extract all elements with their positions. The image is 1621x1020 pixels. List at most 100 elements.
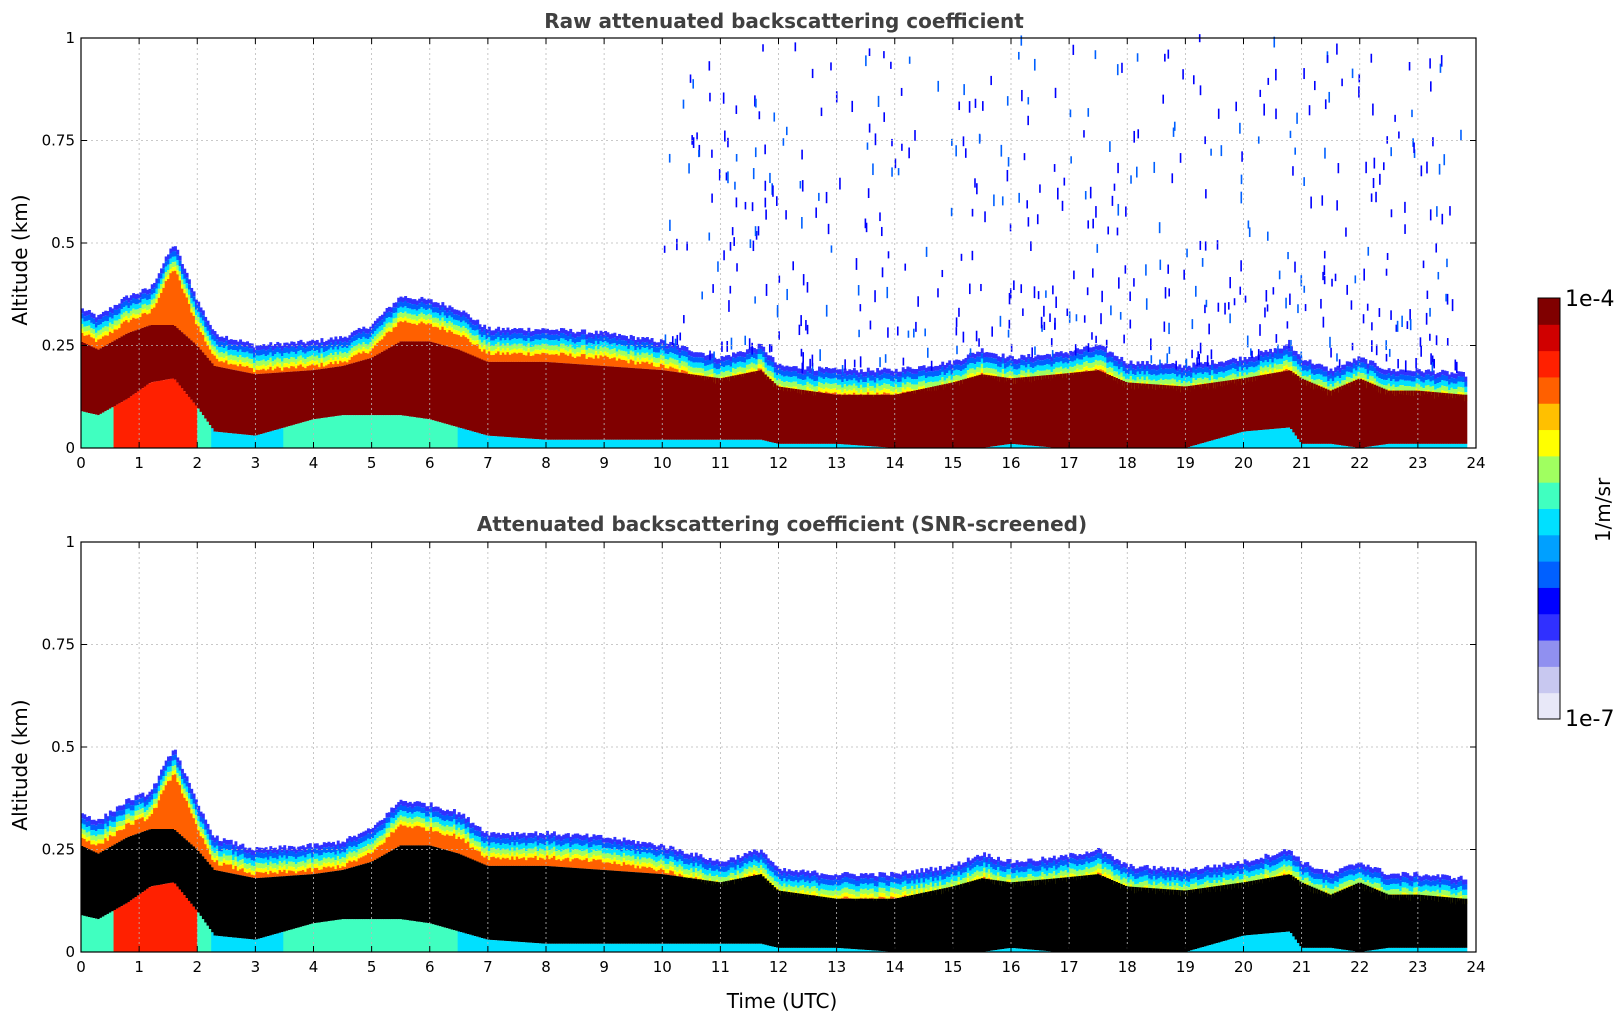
heatmap-cell (385, 415, 389, 448)
heatmap-cell (794, 371, 798, 377)
heatmap-cell (615, 351, 619, 357)
heatmap-cell (448, 325, 452, 331)
heatmap-cell (606, 366, 610, 440)
heatmap-cell (792, 386, 796, 391)
heatmap-cell (827, 383, 831, 389)
heatmap-cell (820, 383, 824, 389)
heatmap-cell (113, 406, 117, 448)
heatmap-cell (1120, 377, 1124, 382)
heatmap-cell (92, 318, 96, 325)
heatmap-cell (546, 344, 549, 350)
heatmap-cell (304, 353, 308, 360)
heatmap-cell (436, 343, 440, 422)
heatmap-cell (834, 367, 838, 373)
heatmap-cell (757, 348, 761, 355)
heatmap-cell (1264, 350, 1268, 355)
heatmap-cell (1366, 381, 1370, 447)
heatmap-cell (304, 368, 308, 371)
heatmap-cell (490, 330, 494, 336)
heatmap-cell (394, 344, 398, 416)
heatmap-cell (831, 368, 835, 374)
heatmap-cell (1004, 377, 1007, 445)
heatmap-cell (850, 370, 854, 376)
heatmap-cell (594, 439, 598, 448)
heatmap-cell (376, 323, 380, 329)
speckle (894, 158, 897, 169)
heatmap-cell (364, 359, 368, 416)
heatmap-cell (229, 433, 233, 448)
heatmap-cell (490, 355, 494, 362)
heatmap-cell (1166, 374, 1170, 380)
heatmap-cell (292, 341, 296, 347)
heatmap-cell (336, 363, 340, 367)
heatmap-cell (913, 379, 917, 385)
heatmap-cell (838, 379, 842, 385)
heatmap-cell (401, 302, 405, 308)
heatmap-cell (578, 342, 582, 348)
heatmap-cell (1450, 443, 1454, 448)
heatmap-cell (639, 368, 642, 440)
heatmap-cell (218, 347, 222, 353)
heatmap-cell (1178, 386, 1182, 448)
heatmap-cell (776, 375, 780, 381)
heatmap-cell (962, 364, 966, 370)
heatmap-cell (1424, 385, 1428, 391)
heatmap-cell (976, 351, 980, 357)
speckle (1117, 162, 1119, 174)
heatmap-cell (929, 371, 933, 377)
heatmap-cell (348, 350, 352, 356)
heatmap-cell (776, 385, 780, 444)
heatmap-cell (1290, 429, 1293, 448)
heatmap-cell (1352, 368, 1356, 375)
heatmap-cell (1055, 351, 1059, 357)
heatmap-cell (276, 357, 280, 363)
heatmap-cell (1124, 378, 1128, 384)
heatmap-cell (1359, 373, 1363, 378)
heatmap-cell (411, 309, 415, 315)
heatmap-cell (797, 368, 801, 374)
heatmap-cell (673, 354, 677, 360)
heatmap-cell (122, 321, 126, 336)
heatmap-cell (369, 326, 373, 332)
heatmap-cell (473, 344, 477, 357)
heatmap-cell (1287, 346, 1291, 352)
speckle (896, 326, 899, 336)
speckle (1390, 310, 1392, 320)
heatmap-cell (148, 299, 152, 305)
heatmap-cell (734, 439, 738, 448)
heatmap-cell (1350, 372, 1354, 379)
speckle (1133, 278, 1135, 287)
heatmap-cell (1301, 443, 1305, 448)
heatmap-cell (208, 360, 212, 426)
heatmap-cell (1448, 443, 1452, 448)
heatmap-cell (797, 443, 801, 448)
heatmap-cell (1085, 350, 1089, 356)
heatmap-cell (276, 362, 280, 367)
heatmap-cell (732, 375, 735, 440)
heatmap-cell (1278, 348, 1282, 354)
heatmap-cell (260, 434, 263, 448)
heatmap-cell (697, 352, 701, 358)
heatmap-cell (415, 341, 419, 418)
heatmap-cell (197, 322, 201, 327)
heatmap-cell (494, 344, 498, 350)
speckle (735, 105, 738, 114)
heatmap-cell (1343, 374, 1347, 381)
heatmap-cell (508, 354, 512, 362)
heatmap-cell (1378, 383, 1382, 389)
heatmap-cell (945, 373, 949, 379)
heatmap-cell (455, 314, 459, 321)
heatmap-cell (769, 365, 773, 372)
heatmap-cell (971, 376, 975, 448)
heatmap-cell (1224, 436, 1228, 448)
heatmap-cell (1385, 385, 1389, 391)
heatmap-cell (290, 346, 294, 352)
heatmap-cell (297, 356, 301, 362)
heatmap-cell (1369, 375, 1372, 381)
heatmap-cell (269, 357, 273, 363)
heatmap-cell (1110, 362, 1114, 368)
heatmap-cell (901, 391, 905, 393)
heatmap-cell (790, 382, 794, 388)
heatmap-cell (220, 367, 224, 433)
heatmap-cell (590, 348, 594, 354)
